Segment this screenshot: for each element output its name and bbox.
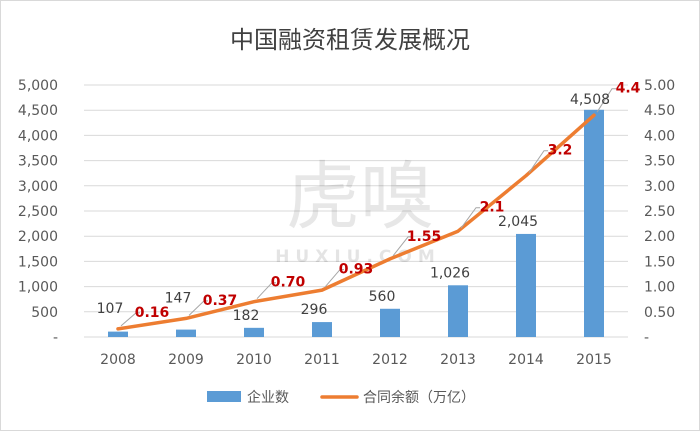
- left-tick-label: 3,500: [18, 154, 58, 170]
- right-tick-label: 3.00: [644, 179, 675, 195]
- bar-data-label: 147: [165, 290, 192, 306]
- bar-data-label: 2,045: [498, 214, 538, 230]
- line-data-label: 0.70: [271, 275, 306, 291]
- right-tick-label: 1.50: [644, 254, 675, 270]
- left-tick-label: 4,000: [18, 128, 58, 144]
- bar-series: [108, 109, 604, 337]
- x-tick-label: 2013: [440, 352, 476, 368]
- right-tick-label: 4.00: [644, 128, 675, 144]
- bar: [108, 331, 128, 337]
- watermark-english: HUXIU.COM: [275, 247, 441, 267]
- gridlines: [84, 84, 628, 338]
- series-line: [116, 113, 596, 331]
- legend[interactable]: 企业数 合同余额（万亿）: [207, 389, 475, 406]
- line-data-labels: 0.16 0.37 0.70 0.93 1.55 2.1 3.2 4.4: [135, 81, 641, 321]
- x-tick-label: 2010: [236, 352, 272, 368]
- legend-label-bars: 企业数: [247, 389, 289, 406]
- line-data-label: 2.1: [480, 200, 505, 216]
- chart-title: 中国融资租赁发展概况: [230, 26, 470, 54]
- line-data-label: 4.4: [616, 81, 641, 97]
- bar: [380, 308, 400, 337]
- left-tick-label: 4,500: [18, 103, 58, 119]
- bar: [244, 327, 264, 337]
- bar-data-label: 107: [97, 301, 124, 317]
- line-data-label: 3.2: [548, 143, 573, 159]
- leader-line: [460, 207, 480, 229]
- right-tick-label: 2.50: [644, 204, 675, 220]
- x-tick-label: 2014: [508, 352, 544, 368]
- legend-swatch-bar: [207, 391, 241, 402]
- leader-line: [528, 150, 548, 173]
- left-tick-label: 3,000: [18, 179, 58, 195]
- bar: [176, 329, 196, 337]
- label-leader-lines: [120, 88, 616, 327]
- line-data-label: 0.16: [135, 305, 170, 321]
- x-tick-label: 2011: [304, 352, 340, 368]
- left-tick-label: 2,000: [18, 229, 58, 245]
- bar: [584, 109, 604, 337]
- bar-data-labels: 107 147 182 296 560 1,026 2,045 4,508: [97, 92, 610, 324]
- legend-label-line: 合同余额（万亿）: [363, 389, 475, 406]
- leader-line: [256, 282, 276, 300]
- left-tick-label: 2,500: [18, 204, 58, 220]
- left-tick-label: 1,500: [18, 254, 58, 270]
- watermark-chinese: 虎嗅: [286, 154, 434, 240]
- left-tick-label: -: [53, 330, 58, 346]
- bar-data-label: 1,026: [430, 265, 470, 281]
- right-tick-label: -: [644, 330, 649, 346]
- left-tick-label: 500: [31, 305, 58, 321]
- leader-line: [188, 300, 208, 316]
- bar: [448, 285, 468, 337]
- leader-line: [392, 236, 412, 257]
- x-tick-label: 2015: [576, 352, 612, 368]
- watermark: 虎嗅 HUXIU.COM: [275, 154, 441, 267]
- line-data-label: 1.55: [407, 229, 442, 245]
- bar-data-label: 4,508: [570, 92, 610, 108]
- left-axis-ticks: - 500 1,000 1,500 2,000 2,500 3,000 3,500 4,000 4…: [18, 78, 58, 346]
- right-tick-label: 3.50: [644, 154, 675, 170]
- legend-item-line[interactable]: 合同余额（万亿）: [320, 389, 475, 406]
- leader-line: [324, 269, 344, 288]
- left-tick-label: 5,000: [18, 78, 58, 94]
- x-tick-label: 2012: [372, 352, 408, 368]
- bar-data-label: 560: [369, 289, 396, 305]
- x-tick-label: 2009: [168, 352, 204, 368]
- x-axis-ticks: 2008 2009 2010 2011 2012 2013 2014 2015: [100, 352, 612, 368]
- right-tick-label: 5.00: [644, 78, 675, 94]
- right-axis-ticks: - 0.50 1.00 1.50 2.00 2.50 3.00 3.50 4.00 4.50 5.0…: [644, 78, 675, 346]
- line-data-label: 0.37: [203, 293, 238, 309]
- leader-line: [596, 88, 616, 113]
- left-tick-label: 1,000: [18, 280, 58, 296]
- bar: [516, 233, 536, 337]
- bar-data-label: 182: [233, 308, 260, 324]
- line-series: [116, 113, 596, 331]
- x-tick-label: 2008: [100, 352, 136, 368]
- right-tick-label: 1.00: [644, 280, 675, 296]
- line-data-label: 0.93: [339, 262, 374, 278]
- legend-item-bars[interactable]: 企业数: [207, 389, 289, 406]
- right-tick-label: 0.50: [644, 305, 675, 321]
- right-tick-label: 4.50: [644, 103, 675, 119]
- leader-line: [120, 312, 140, 327]
- right-tick-label: 2.00: [644, 229, 675, 245]
- bar: [312, 322, 332, 337]
- bar-data-label: 296: [301, 302, 328, 318]
